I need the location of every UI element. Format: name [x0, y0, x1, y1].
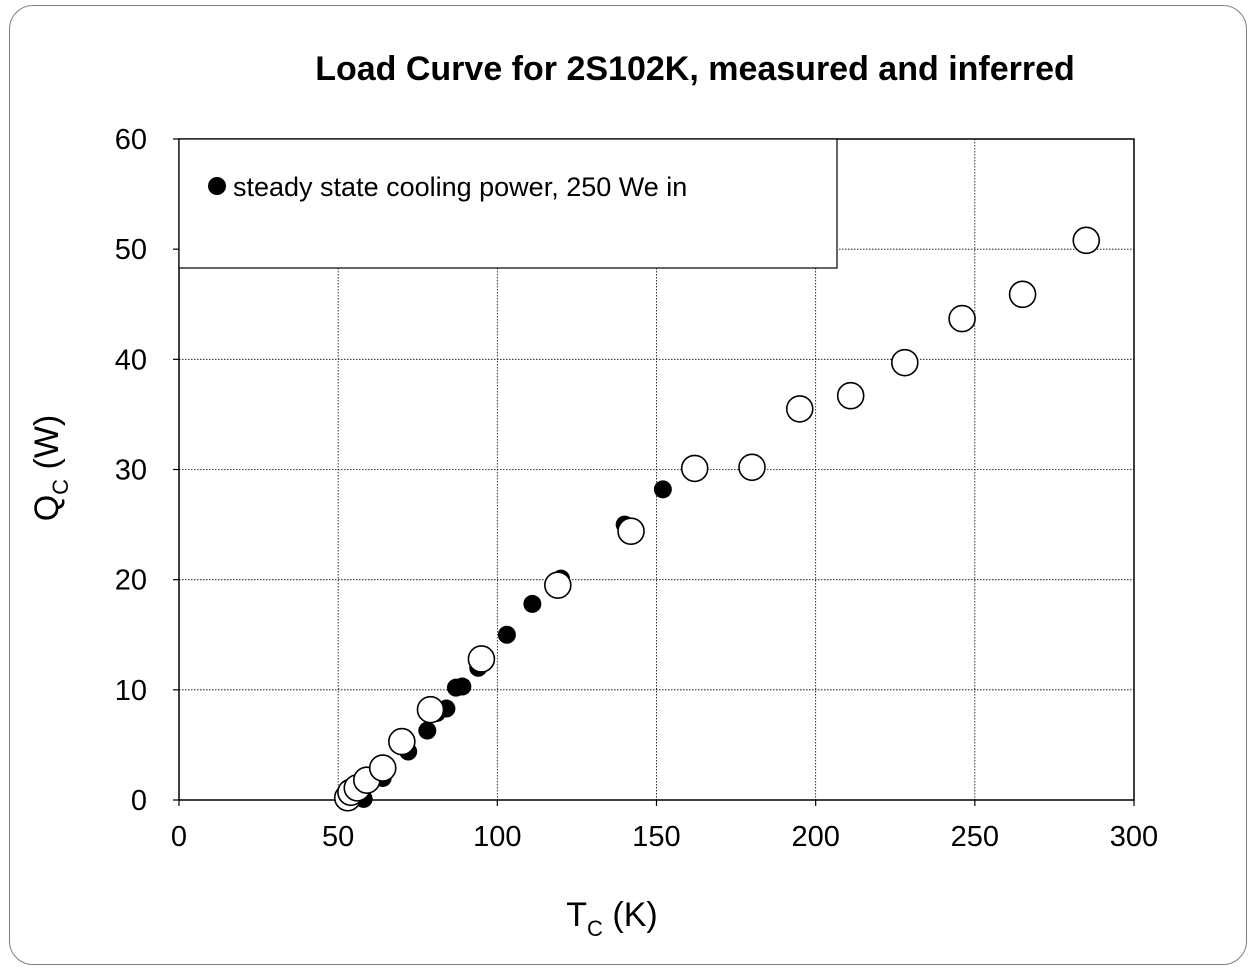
measured-point	[653, 480, 672, 499]
x-tick-label: 50	[322, 821, 354, 853]
legend-box	[178, 138, 838, 269]
legend: steady state cooling power, 250 We in	[178, 138, 838, 269]
inferred-point	[680, 454, 709, 483]
measured-point	[523, 594, 542, 613]
y-tick-label: 40	[115, 344, 147, 376]
x-tick-label: 200	[791, 821, 839, 853]
y-tick-label: 0	[131, 785, 147, 817]
y-tick-label: 50	[115, 234, 147, 266]
x-tick-label: 0	[171, 821, 187, 853]
inferred-point	[416, 695, 445, 724]
y-tick-label: 30	[115, 455, 147, 487]
inferred-point	[617, 517, 645, 545]
y-axis-label: QC (W)	[28, 415, 73, 522]
x-axis-label: TC (K)	[566, 896, 657, 941]
x-tick-label: 300	[1110, 821, 1158, 853]
inferred-point	[1072, 226, 1101, 255]
axis-ticks: 0 50 100 150 200 250 300 0 10 20 30 40 50 60	[115, 124, 1158, 853]
y-tick-label: 60	[115, 124, 147, 156]
measured-point	[497, 625, 516, 644]
chart-title: Load Curve for 2S102K, measured and infe…	[315, 50, 1075, 88]
inferred-point	[544, 571, 572, 599]
legend-entry-label: steady state cooling power, 250 We in	[233, 172, 687, 202]
y-tick-label: 10	[115, 675, 147, 707]
inferred-point	[467, 645, 496, 673]
data-points	[333, 226, 1101, 812]
legend-marker-filled	[208, 177, 226, 195]
inferred-point	[785, 395, 814, 423]
y-tick-label: 20	[115, 565, 147, 597]
inferred-point	[890, 348, 919, 377]
x-tick-label: 250	[951, 821, 999, 853]
x-tick-label: 100	[473, 821, 521, 853]
measured-point	[453, 677, 472, 696]
inferred-point	[1008, 280, 1037, 309]
inferred-point	[738, 453, 766, 482]
measured-point	[418, 721, 437, 740]
inferred-point	[948, 304, 976, 333]
inferred-point	[368, 754, 397, 782]
slide-frame	[9, 5, 1247, 965]
x-tick-label: 150	[632, 821, 680, 853]
inferred-point	[388, 727, 416, 756]
inferred-point	[836, 381, 865, 410]
